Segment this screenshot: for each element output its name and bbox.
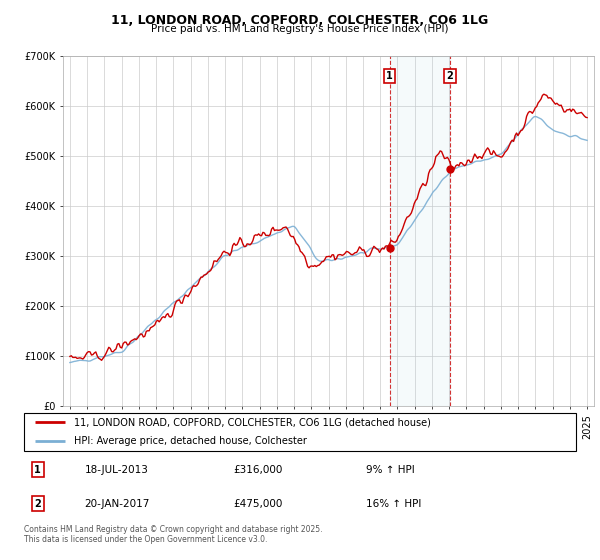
Text: £475,000: £475,000	[234, 498, 283, 508]
Text: 9% ↑ HPI: 9% ↑ HPI	[366, 465, 415, 475]
Text: 16% ↑ HPI: 16% ↑ HPI	[366, 498, 422, 508]
Text: 2: 2	[34, 498, 41, 508]
Text: £316,000: £316,000	[234, 465, 283, 475]
FancyBboxPatch shape	[24, 413, 576, 451]
Text: 1: 1	[34, 465, 41, 475]
Text: HPI: Average price, detached house, Colchester: HPI: Average price, detached house, Colc…	[74, 436, 307, 446]
Bar	[389, 56, 450, 406]
Text: 18-JUL-2013: 18-JUL-2013	[85, 465, 149, 475]
Text: This data is licensed under the Open Government Licence v3.0.: This data is licensed under the Open Gov…	[24, 535, 268, 544]
Text: Price paid vs. HM Land Registry's House Price Index (HPI): Price paid vs. HM Land Registry's House …	[151, 24, 449, 34]
Text: 1: 1	[386, 71, 393, 81]
Text: 2: 2	[446, 71, 454, 81]
Text: 20-JAN-2017: 20-JAN-2017	[85, 498, 150, 508]
Text: 11, LONDON ROAD, COPFORD, COLCHESTER, CO6 1LG (detached house): 11, LONDON ROAD, COPFORD, COLCHESTER, CO…	[74, 417, 431, 427]
Text: Contains HM Land Registry data © Crown copyright and database right 2025.: Contains HM Land Registry data © Crown c…	[24, 525, 323, 534]
Text: 11, LONDON ROAD, COPFORD, COLCHESTER, CO6 1LG: 11, LONDON ROAD, COPFORD, COLCHESTER, CO…	[112, 14, 488, 27]
